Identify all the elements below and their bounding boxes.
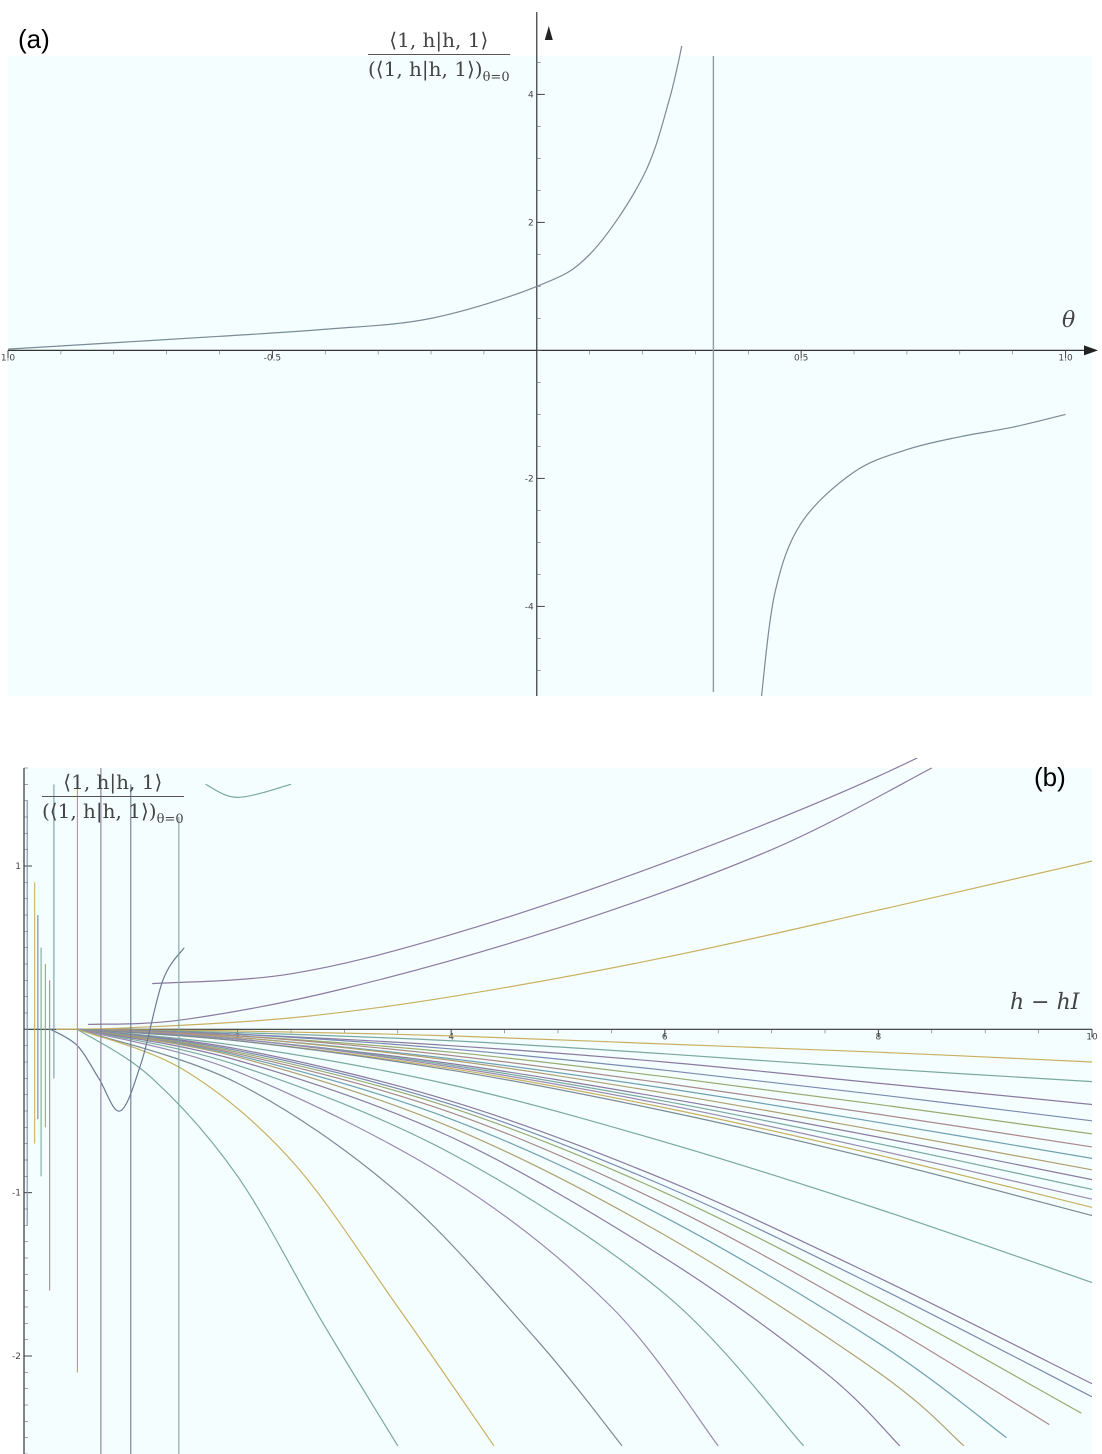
panel-a: 1.0 -0.5 0.5 1.0 -4 -2 2 4 (a) ⟨1, h|h, 1⟩ (⟨1,…	[0, 0, 1102, 720]
y-tick-label: 1	[15, 862, 21, 872]
series-line-17	[77, 1028, 1092, 1217]
series-line-2	[760, 413, 1066, 696]
x-tick-label: 0.5	[794, 353, 808, 363]
y-tick-label: -2	[12, 1352, 21, 1362]
series-line-26	[77, 1028, 805, 1447]
series-line-29	[77, 1028, 495, 1447]
series-line-1	[8, 46, 683, 350]
x-axis-arrow	[1084, 345, 1098, 356]
series-line-30	[77, 1028, 399, 1447]
series-line-8	[77, 1028, 1092, 1122]
panel-a-ylabel-subscript: θ=0	[482, 70, 510, 85]
panel-b: 2 4 6 8 10 -2 -1 1 (b) ⟨1, h|h, 1⟩ (⟨1, h|h, 1⟩…	[0, 720, 1102, 1454]
series-line-2	[88, 767, 933, 1026]
panel-b-x-axis-label: h − hI	[1010, 990, 1080, 1015]
panel-b-y-axis-label: ⟨1, h|h, 1⟩ (⟨1, h|h, 1⟩)θ=0	[42, 770, 184, 827]
series-line-27	[77, 1028, 719, 1447]
y-tick-label: -1	[12, 1189, 21, 1199]
series-line-10	[77, 1028, 1092, 1148]
panel-b-ylabel-denominator: (⟨1, h|h, 1⟩)θ=0	[42, 797, 184, 827]
series-line-22	[77, 1028, 1050, 1426]
series-line-3	[56, 860, 1092, 1030]
plot-area	[8, 56, 1092, 696]
y-tick-label: -4	[525, 602, 534, 612]
panel-b-ylabel-numerator: ⟨1, h|h, 1⟩	[42, 770, 184, 797]
series-line-21	[77, 1028, 1082, 1414]
series-line-6	[77, 1028, 1092, 1083]
chart-b-svg: 2 4 6 8 10-2-11	[12, 758, 1098, 1454]
series-group	[50, 758, 1092, 1447]
series-line-19	[77, 1028, 1092, 1385]
y-tick-label: -2	[525, 474, 534, 484]
panel-a-y-axis-label: ⟨1, h|h, 1⟩ (⟨1, h|h, 1⟩)θ=0	[368, 28, 510, 85]
y-tick-label: 2	[528, 218, 534, 228]
panel-a-x-axis-label: θ	[1062, 308, 1076, 333]
chart-a-svg: 1.0 -0.5 0.5 1.0 -4 -2 2 4	[1, 12, 1098, 696]
panel-b-ylabel-den-text: (⟨1, h|h, 1⟩)	[42, 799, 157, 823]
panel-a-ylabel-den-text: (⟨1, h|h, 1⟩)	[368, 57, 483, 81]
series-group	[8, 46, 1066, 696]
y-axis-arrow	[544, 26, 553, 40]
series-line-18	[77, 1028, 1092, 1284]
x-tick-label: 1.0	[1058, 353, 1073, 363]
series-line-28	[77, 1028, 623, 1447]
x-tick-label: -0.5	[264, 353, 282, 363]
series-line-5	[77, 1028, 1092, 1063]
series-line-25	[77, 1028, 901, 1447]
panel-a-label: (a)	[18, 24, 50, 54]
x-tick-label: 4	[448, 1032, 454, 1042]
panel-b-label: (b)	[1034, 762, 1066, 792]
series-line-20	[77, 1028, 1092, 1398]
plot-area	[24, 768, 1092, 1454]
series-line-12	[77, 1028, 1092, 1171]
x-tick-label: 8	[876, 1032, 882, 1042]
x-tick-label: 1.0	[1, 353, 16, 363]
x-tick-label: 10	[1086, 1032, 1098, 1042]
y-tick-label: 4	[528, 90, 534, 100]
panel-a-ylabel-denominator: (⟨1, h|h, 1⟩)θ=0	[368, 55, 510, 85]
series-line-1	[152, 758, 919, 985]
series-line-4	[205, 783, 292, 799]
x-tick-label: 6	[662, 1032, 668, 1042]
series-line-23	[77, 1028, 1007, 1439]
panel-b-ylabel-subscript: θ=0	[156, 812, 184, 827]
series-line-24	[77, 1028, 965, 1447]
panel-a-ylabel-numerator: ⟨1, h|h, 1⟩	[368, 28, 510, 55]
series-line-15	[77, 1028, 1092, 1200]
